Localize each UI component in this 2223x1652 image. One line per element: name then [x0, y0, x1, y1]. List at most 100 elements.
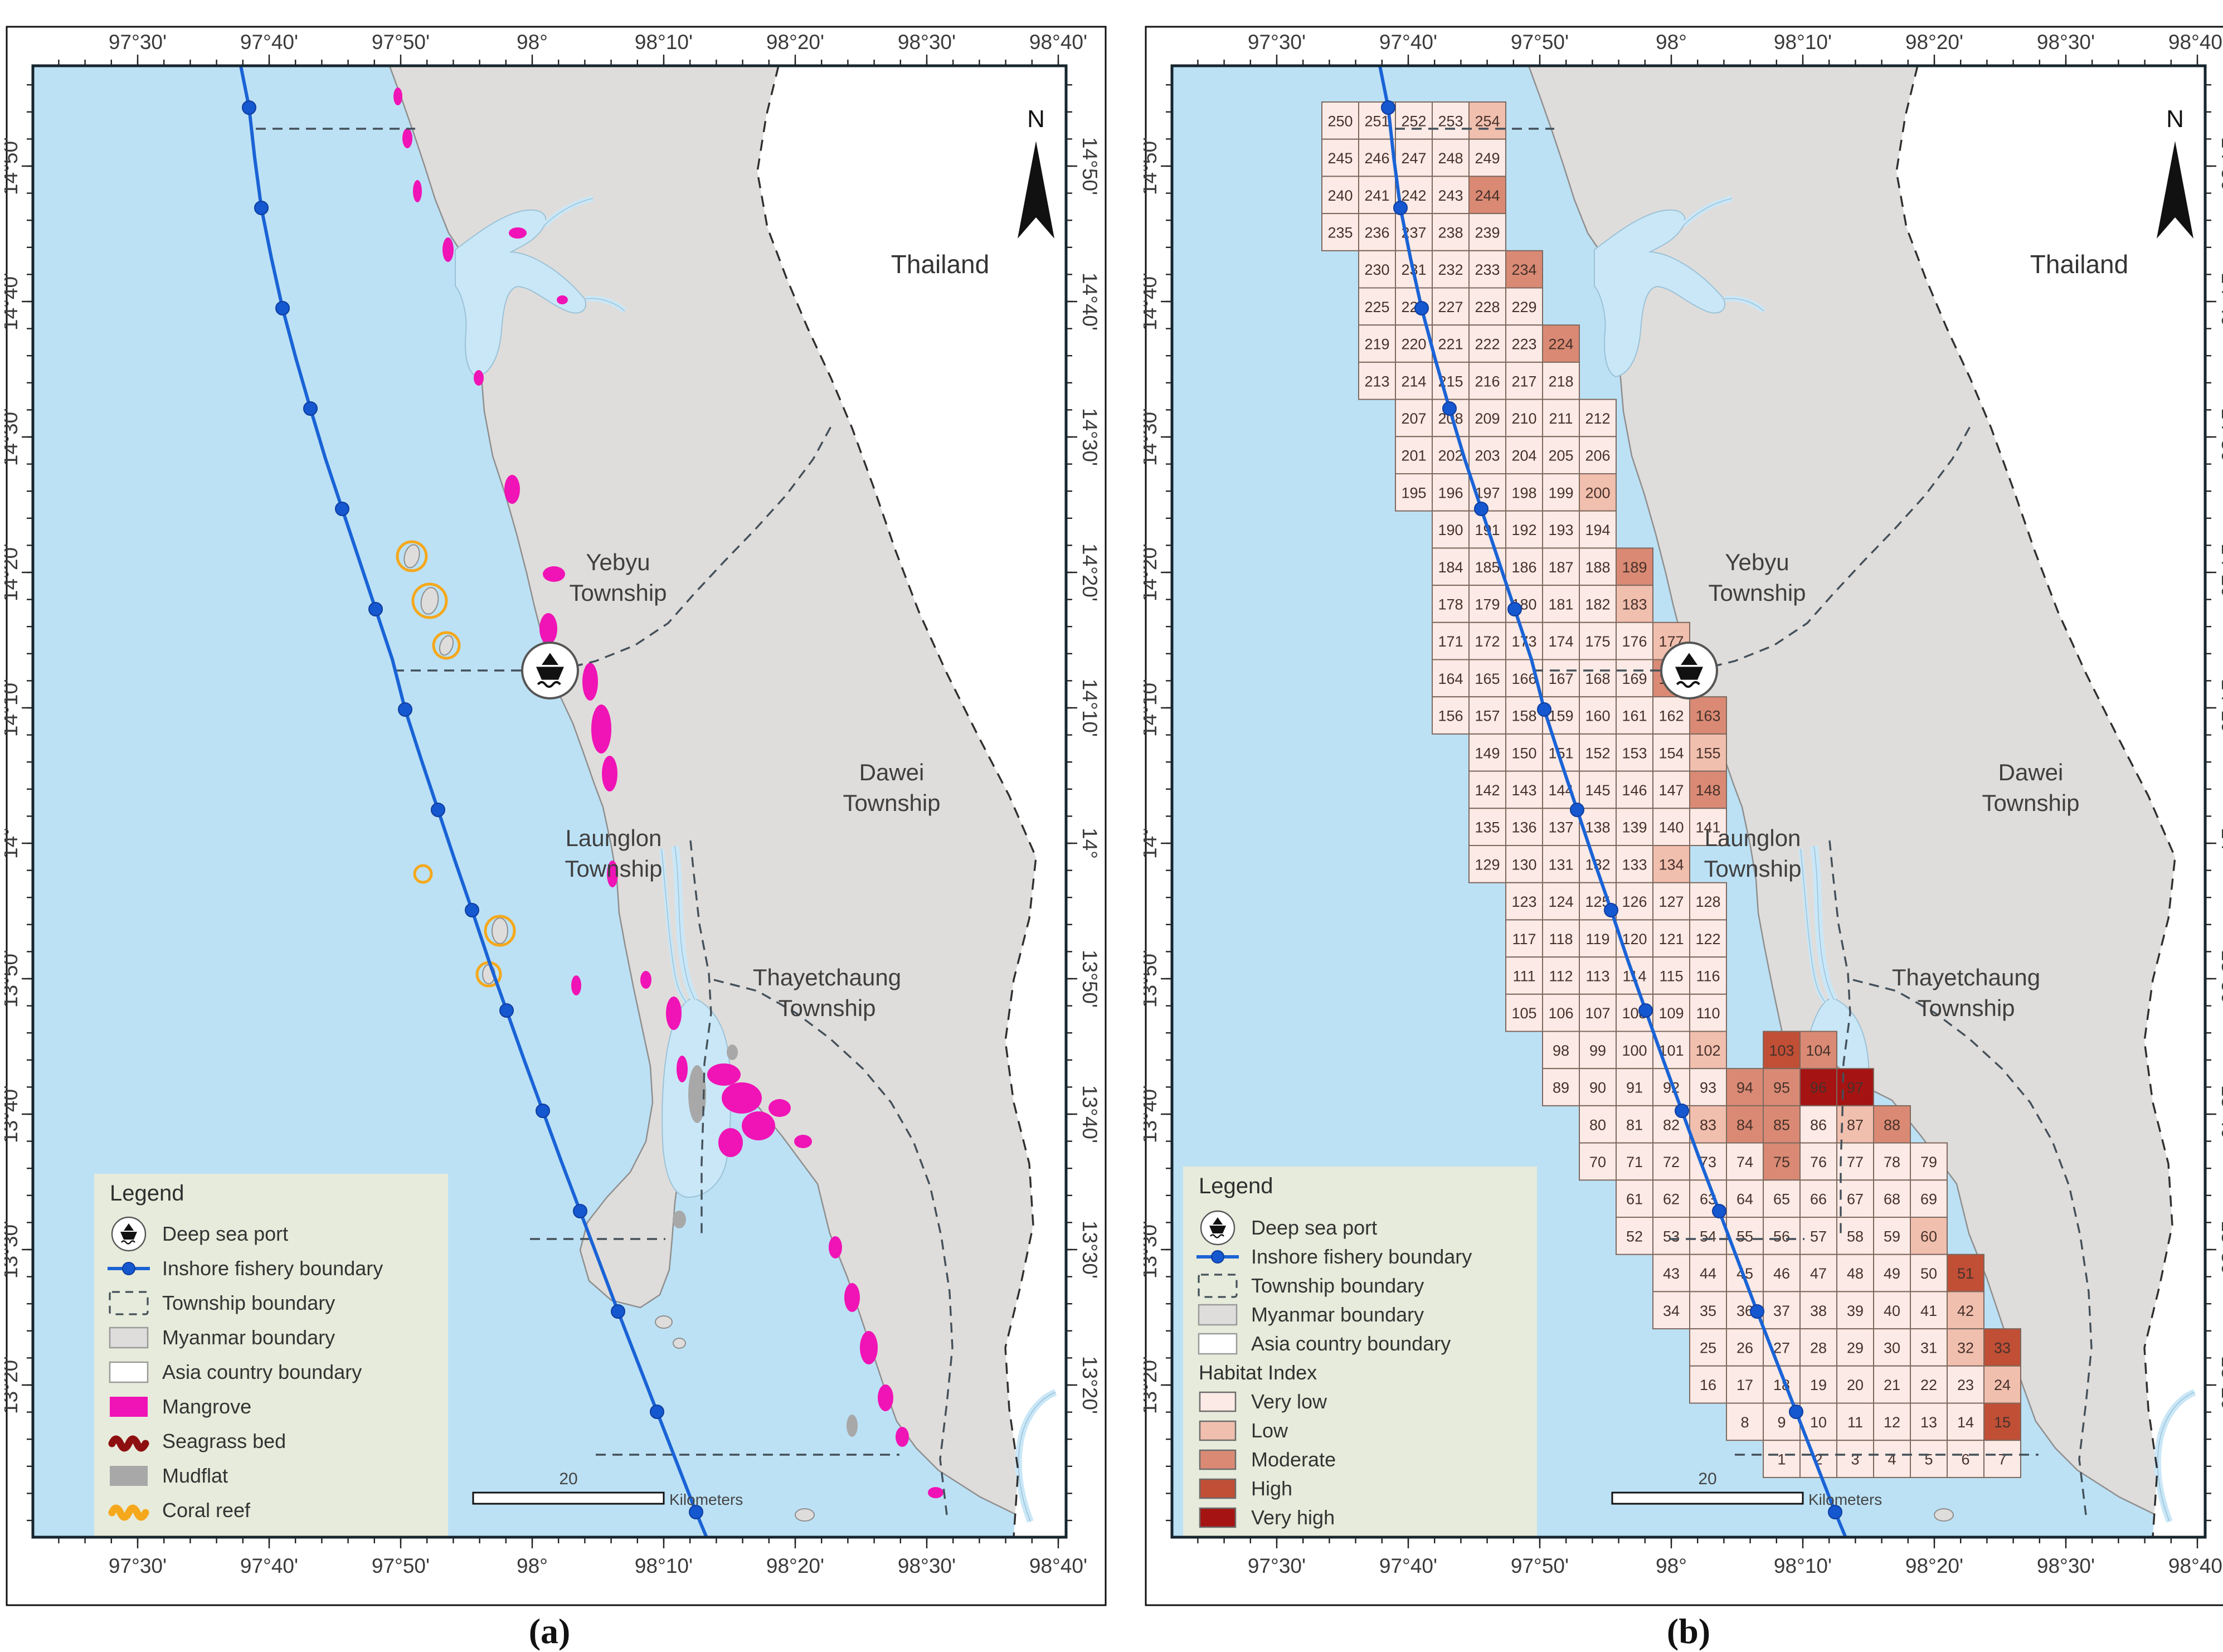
- lon-label-bottom: 98°30': [898, 1554, 956, 1577]
- grid-cell-227: [1432, 287, 1470, 326]
- river-line-4: [2157, 1392, 2195, 1522]
- grid-cell-label-135: 135: [1475, 819, 1500, 836]
- grid-cell-label-122: 122: [1695, 931, 1720, 948]
- grid-cell-252: [1395, 101, 1433, 140]
- grid-cell-217: [1505, 361, 1543, 400]
- grid-cell-label-52: 52: [1626, 1228, 1643, 1245]
- lat-label-left: 13°30': [4, 1221, 22, 1279]
- grid-cell-70: [1579, 1142, 1617, 1181]
- grid-cell-label-219: 219: [1364, 336, 1389, 353]
- mangrove-patch-0: [393, 88, 402, 105]
- legend-item-coral: Coral reef: [108, 1499, 251, 1522]
- grid-cell-label-16: 16: [1700, 1377, 1716, 1393]
- grid-cell-label-126: 126: [1622, 893, 1647, 910]
- mudflat-patch-3: [847, 1415, 858, 1437]
- grid-cell-233: [1468, 250, 1506, 289]
- grid-cell-label-89: 89: [1553, 1080, 1569, 1096]
- legend-item-myanmar-label: Myanmar boundary: [162, 1326, 335, 1349]
- grid-cell-label-104: 104: [1806, 1042, 1831, 1059]
- grid-cell-105: [1505, 993, 1543, 1032]
- mangrove-patch-9: [539, 613, 557, 644]
- grid-cell-label-213: 213: [1364, 373, 1389, 390]
- grid-cell-label-97: 97: [1847, 1080, 1864, 1096]
- mangrove-patch-2: [413, 180, 422, 202]
- grid-cell-label-120: 120: [1622, 931, 1647, 948]
- grid-cell-253: [1432, 101, 1470, 140]
- legend-port-icon: [111, 1216, 147, 1252]
- grid-cell-24: [1983, 1365, 2021, 1404]
- grid-cell-label-141: 141: [1695, 819, 1720, 836]
- grid-cell-label-29: 29: [1847, 1339, 1864, 1356]
- grid-cell-74: [1726, 1142, 1764, 1181]
- legend-item-asia: Asia country boundary: [1198, 1332, 1451, 1355]
- grid-cell-45: [1726, 1253, 1764, 1293]
- grid-cell-127: [1652, 882, 1690, 921]
- legend-item-coral-label: Coral reef: [162, 1499, 251, 1522]
- grid-cell-label-21: 21: [1884, 1377, 1900, 1393]
- island-7: [795, 1508, 815, 1522]
- north-arrow: [2157, 141, 2193, 239]
- fishery-boundary-point: [611, 1304, 625, 1319]
- lat-label-right: 14°: [1078, 828, 1101, 859]
- grid-cell-label-164: 164: [1438, 670, 1463, 687]
- grid-cell-1: [1763, 1440, 1801, 1478]
- grid-cell-label-240: 240: [1327, 187, 1353, 204]
- grid-cell-label-168: 168: [1585, 670, 1610, 687]
- grid-cell-50: [1910, 1253, 1948, 1293]
- grid-cell-183: [1616, 585, 1653, 623]
- grid-cell-label-111: 111: [1512, 968, 1535, 984]
- grid-cell-157: [1468, 696, 1506, 735]
- legend-item-asia: Asia country boundary: [109, 1361, 362, 1383]
- label-yebyu-township: Yebyu: [586, 549, 650, 575]
- lon-label-bottom: 98°40': [2168, 1554, 2223, 1577]
- grid-cell-244: [1468, 176, 1506, 215]
- scale-bar: 20 Kilometers: [1611, 1470, 1882, 1508]
- grid-cell-label-227: 227: [1438, 299, 1463, 315]
- grid-cell-label-196: 196: [1438, 484, 1463, 501]
- fishery-boundary-point: [1414, 301, 1429, 315]
- label-yebyu-township: Township: [1708, 580, 1806, 606]
- grid-cell-154: [1652, 733, 1690, 772]
- grid-cell-label-107: 107: [1585, 1005, 1610, 1022]
- panel-b-svg: 97°30' 97°30' 97°40' 97°40' 97°50' 97°50' 98° 9…: [1138, 26, 2223, 1606]
- grid-cell-182: [1579, 585, 1617, 623]
- grid-cell-label-242: 242: [1401, 187, 1426, 204]
- grid-cell-77: [1836, 1142, 1874, 1181]
- grid-cell-140: [1652, 808, 1690, 847]
- map-panel-a: 97°30' 97°30' 97°40' 97°40' 97°50' 97°50' 98° 9…: [0, 22, 1108, 1611]
- grid-cell-label-188: 188: [1585, 559, 1610, 576]
- fishery-boundary-point: [1638, 1003, 1653, 1018]
- fishery-boundary-point: [303, 401, 318, 416]
- river-line-0: [674, 846, 695, 1000]
- grid-cell-221: [1432, 324, 1470, 363]
- fishery-boundary-point: [368, 602, 383, 616]
- lon-label-top: 97°30': [109, 31, 167, 54]
- grid-cell-label-153: 153: [1622, 745, 1647, 761]
- grid-cell-label-239: 239: [1475, 224, 1500, 241]
- ship-waves: [537, 681, 561, 688]
- island-7: [1934, 1508, 1954, 1522]
- grid-cell-label-176: 176: [1622, 633, 1647, 650]
- grid-cell-26: [1726, 1328, 1764, 1367]
- mudflat-patch-2: [727, 1044, 738, 1060]
- grid-cell-136: [1505, 808, 1543, 847]
- grid-cell-229: [1505, 287, 1543, 326]
- coral-reef-3: [484, 915, 516, 947]
- lon-label-top: 98°30': [2037, 31, 2095, 54]
- grid-cell-label-222: 222: [1475, 336, 1500, 353]
- fishery-boundary-point: [1507, 602, 1522, 616]
- mudflat-patch-1: [673, 1211, 686, 1228]
- grid-cell-label-50: 50: [1920, 1265, 1937, 1282]
- grid-cell-label-9: 9: [1777, 1414, 1786, 1431]
- legend-title: Legend: [110, 1181, 184, 1206]
- grid-cell-5: [1910, 1440, 1948, 1478]
- grid-cell-label-211: 211: [1549, 410, 1573, 427]
- grid-cell-label-137: 137: [1548, 819, 1573, 836]
- mangrove-patch-19: [722, 1082, 762, 1114]
- lon-label-top: 97°50': [1511, 31, 1569, 54]
- lon-label-top: 98°20': [766, 31, 824, 54]
- grid-cell-189: [1616, 547, 1653, 586]
- grid-cell-245: [1321, 138, 1359, 177]
- lat-label-left: 13°50': [1144, 950, 1161, 1008]
- grid-cell-151: [1542, 733, 1580, 772]
